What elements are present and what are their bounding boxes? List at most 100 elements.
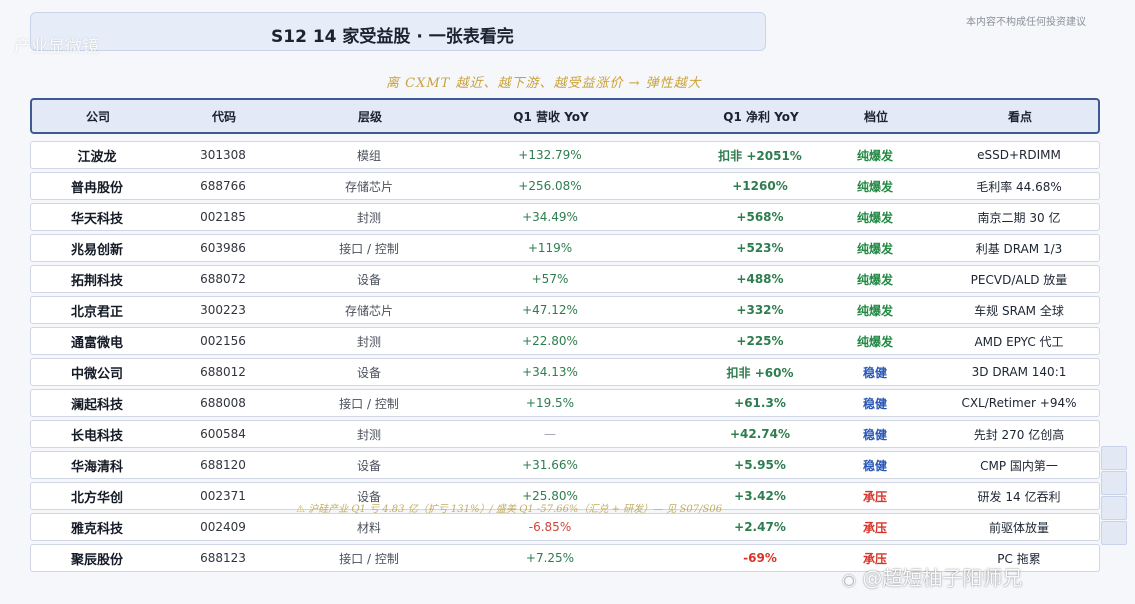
cell-company: 北京君正 bbox=[70, 304, 123, 320]
cell-tier: 纯爆发 bbox=[856, 303, 893, 318]
cell-layer: 接口 / 控制 bbox=[339, 241, 399, 256]
cell-company: 北方华创 bbox=[70, 490, 123, 506]
cell-view: 前驱体放量 bbox=[988, 520, 1049, 535]
header-company: 公司 bbox=[85, 109, 110, 124]
cell-rev: +132.79% bbox=[518, 148, 582, 162]
cell-code: 002371 bbox=[200, 489, 246, 503]
cell-layer: 设备 bbox=[356, 489, 381, 504]
cell-code: 688072 bbox=[200, 272, 246, 286]
subtitle: 离 CXMT 越近、越下游、越受益涨价 → 弹性越大 bbox=[386, 76, 702, 91]
cell-profit: +488% bbox=[736, 272, 784, 286]
side-tab[interactable] bbox=[1101, 471, 1127, 495]
cell-rev: — bbox=[544, 427, 556, 441]
side-tab[interactable] bbox=[1101, 521, 1127, 545]
cell-view: PC 拖累 bbox=[997, 551, 1041, 566]
cell-company: 华海清科 bbox=[70, 459, 123, 475]
cell-profit: +5.95% bbox=[734, 458, 786, 472]
side-tab[interactable] bbox=[1101, 446, 1127, 470]
table-row: 江波龙 301308 模组 +132.79% 扣非 +2051% 纯爆发 eSSD+RDIM… bbox=[30, 141, 1100, 169]
warning-icon: ⚠ bbox=[296, 504, 305, 515]
cell-view: 3D DRAM 140:1 bbox=[971, 365, 1067, 379]
cell-tier: 纯爆发 bbox=[856, 179, 893, 194]
table-row: 长电科技 600584 封测 — +42.74% 稳健 先封 270 亿创高 bbox=[30, 420, 1100, 448]
side-tab[interactable] bbox=[1101, 496, 1127, 520]
cell-tier: 承压 bbox=[862, 489, 887, 504]
cell-view: PECVD/ALD 放量 bbox=[970, 272, 1068, 287]
cell-rev: +25.80% bbox=[522, 489, 578, 503]
cell-profit: +225% bbox=[736, 334, 784, 348]
cell-rev: -6.85% bbox=[528, 520, 572, 534]
cell-code: 002156 bbox=[200, 334, 246, 348]
cell-code: 300223 bbox=[200, 303, 246, 317]
cell-code: 688008 bbox=[200, 396, 246, 410]
cell-rev: +119% bbox=[527, 241, 573, 255]
header-code: 代码 bbox=[211, 109, 236, 124]
cell-code: 301308 bbox=[200, 148, 246, 162]
cell-view: CXL/Retimer +94% bbox=[961, 396, 1077, 410]
cell-tier: 稳健 bbox=[862, 458, 887, 473]
cell-company: 江波龙 bbox=[77, 149, 117, 165]
cell-rev: +19.5% bbox=[525, 396, 575, 410]
cell-view: 先封 270 亿创高 bbox=[973, 427, 1065, 442]
table-header: 公司 代码 层级 Q1 营收 YoY Q1 净利 YoY 档位 看点 bbox=[30, 98, 1100, 134]
cell-tier: 纯爆发 bbox=[856, 210, 893, 225]
footnote: ⚠ 沪硅产业 Q1 亏 4.83 亿（扩亏 131%）/ 盛美 Q1 -57.6… bbox=[296, 500, 722, 515]
cell-rev: +57% bbox=[531, 272, 569, 286]
cell-layer: 设备 bbox=[356, 365, 381, 380]
cell-company: 聚辰股份 bbox=[70, 552, 123, 568]
cell-code: 688120 bbox=[200, 458, 246, 472]
watermark-bottom: ◉ @超短柚子阳师兄 bbox=[842, 562, 1022, 591]
cell-profit: +3.42% bbox=[734, 489, 786, 503]
cell-company: 华天科技 bbox=[70, 211, 123, 227]
table-row: 兆易创新 603986 接口 / 控制 +119% +523% 纯爆发 利基 DRAM 1/… bbox=[30, 234, 1100, 262]
page-title: S12 14 家受益股 · 一张表看完 bbox=[271, 27, 514, 47]
cell-profit: +523% bbox=[736, 241, 784, 255]
cell-tier: 纯爆发 bbox=[856, 272, 893, 287]
table-row: 普冉股份 688766 存储芯片 +256.08% +1260% 纯爆发 毛利率 44.68… bbox=[30, 172, 1100, 200]
table-row: 北京君正 300223 存储芯片 +47.12% +332% 纯爆发 车规 SRAM 全球 bbox=[30, 296, 1100, 324]
table-row: 北方华创 002371 设备 +25.80% +3.42% 承压 研发 14 亿吞利 bbox=[30, 482, 1100, 510]
cell-tier: 纯爆发 bbox=[856, 334, 893, 349]
watermark-bottom-text: @超短柚子阳师兄 bbox=[862, 566, 1023, 590]
cell-layer: 接口 / 控制 bbox=[339, 396, 399, 411]
cell-code: 002185 bbox=[200, 210, 246, 224]
cell-company: 澜起科技 bbox=[70, 397, 123, 413]
cell-tier: 纯爆发 bbox=[856, 241, 893, 256]
cell-rev: +34.13% bbox=[522, 365, 578, 379]
header-layer: 层级 bbox=[357, 109, 382, 124]
cell-view: 毛利率 44.68% bbox=[976, 179, 1062, 194]
cell-view: 利基 DRAM 1/3 bbox=[975, 241, 1063, 256]
table-row: 雅克科技 002409 材料 -6.85% +2.47% 承压 前驱体放量 bbox=[30, 513, 1100, 541]
cell-view: CMP 国内第一 bbox=[980, 458, 1058, 473]
cell-layer: 设备 bbox=[356, 272, 381, 287]
cell-layer: 封测 bbox=[356, 427, 381, 442]
cell-view: AMD EPYC 代工 bbox=[974, 334, 1064, 349]
cell-layer: 接口 / 控制 bbox=[339, 551, 399, 566]
cell-code: 688123 bbox=[200, 551, 246, 565]
cell-rev: +34.49% bbox=[522, 210, 578, 224]
cell-view: 南京二期 30 亿 bbox=[977, 210, 1061, 225]
cell-company: 兆易创新 bbox=[70, 242, 123, 258]
cell-profit: -69% bbox=[743, 551, 777, 565]
title-banner: S12 14 家受益股 · 一张表看完 bbox=[30, 12, 766, 51]
cell-profit: +61.3% bbox=[734, 396, 786, 410]
disclaimer: 本内容不构成任何投资建议 bbox=[966, 17, 1086, 28]
cell-profit: 扣非 +2051% bbox=[718, 148, 802, 163]
cell-layer: 存储芯片 bbox=[344, 179, 393, 194]
cell-view: 研发 14 亿吞利 bbox=[977, 489, 1061, 504]
cell-code: 600584 bbox=[200, 427, 246, 441]
cell-layer: 封测 bbox=[356, 334, 381, 349]
watermark-top: 产业显微镜 bbox=[14, 37, 99, 57]
table-row: 通富微电 002156 封测 +22.80% +225% 纯爆发 AMD EPYC 代工 bbox=[30, 327, 1100, 355]
table-row: 华海清科 688120 设备 +31.66% +5.95% 稳健 CMP 国内第一 bbox=[30, 451, 1100, 479]
cell-layer: 设备 bbox=[356, 458, 381, 473]
cell-tier: 承压 bbox=[862, 551, 887, 566]
footnote-text: 沪硅产业 Q1 亏 4.83 亿（扩亏 131%）/ 盛美 Q1 -57.66%… bbox=[308, 504, 723, 515]
cell-rev: +22.80% bbox=[522, 334, 578, 348]
cell-code: 603986 bbox=[200, 241, 246, 255]
cell-tier: 稳健 bbox=[862, 365, 887, 380]
cell-layer: 模组 bbox=[356, 148, 381, 163]
weibo-icon: ◉ bbox=[842, 570, 856, 589]
header-view: 看点 bbox=[1007, 109, 1032, 124]
table-row: 华天科技 002185 封测 +34.49% +568% 纯爆发 南京二期 30 亿 bbox=[30, 203, 1100, 231]
